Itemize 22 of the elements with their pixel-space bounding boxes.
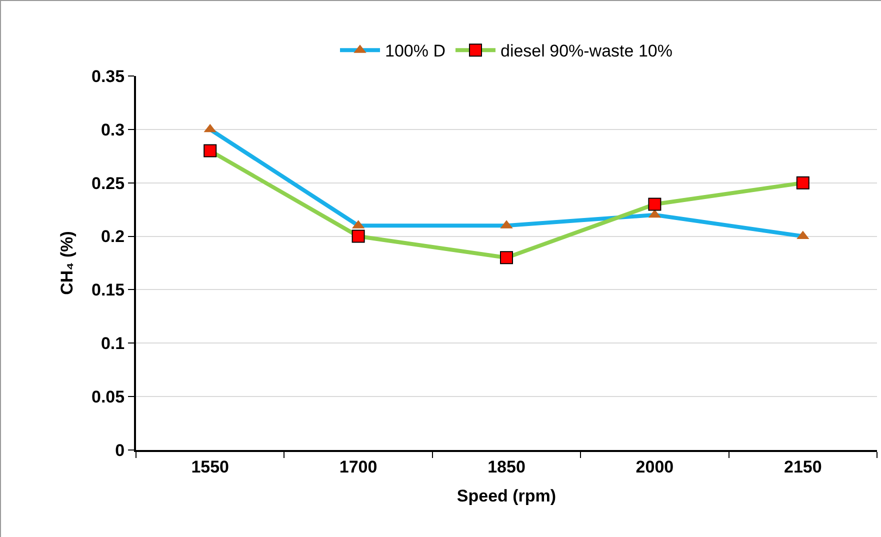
y-tick-label: 0.15	[92, 280, 125, 300]
legend-label: 100% D	[385, 42, 446, 61]
x-tick-label: 1850	[488, 457, 526, 476]
point	[500, 251, 513, 264]
y-tick-label: 0.3	[100, 120, 125, 140]
y-tick-label: 0.35	[92, 66, 125, 86]
y-tick-label: 0	[115, 440, 125, 460]
x-tick-label: 1550	[191, 457, 230, 476]
x-axis-title: Speed (rpm)	[456, 486, 556, 506]
x-tick-label: 1700	[339, 457, 378, 476]
y-tick-label: 0.1	[100, 334, 125, 354]
legend-label: diesel 90%-waste 10%	[500, 42, 672, 61]
x-tick-label: 2150	[784, 457, 822, 476]
point	[204, 144, 217, 158]
x-tick-label: 2000	[636, 457, 674, 476]
y-tick-label: 0.25	[92, 174, 125, 193]
point	[352, 230, 365, 243]
y-axis-title: CH₄ (%)	[58, 231, 77, 295]
y-tick-label: 0.05	[92, 388, 125, 407]
point	[796, 176, 810, 190]
point	[648, 198, 662, 211]
y-tick-label: 0.2	[100, 227, 125, 246]
